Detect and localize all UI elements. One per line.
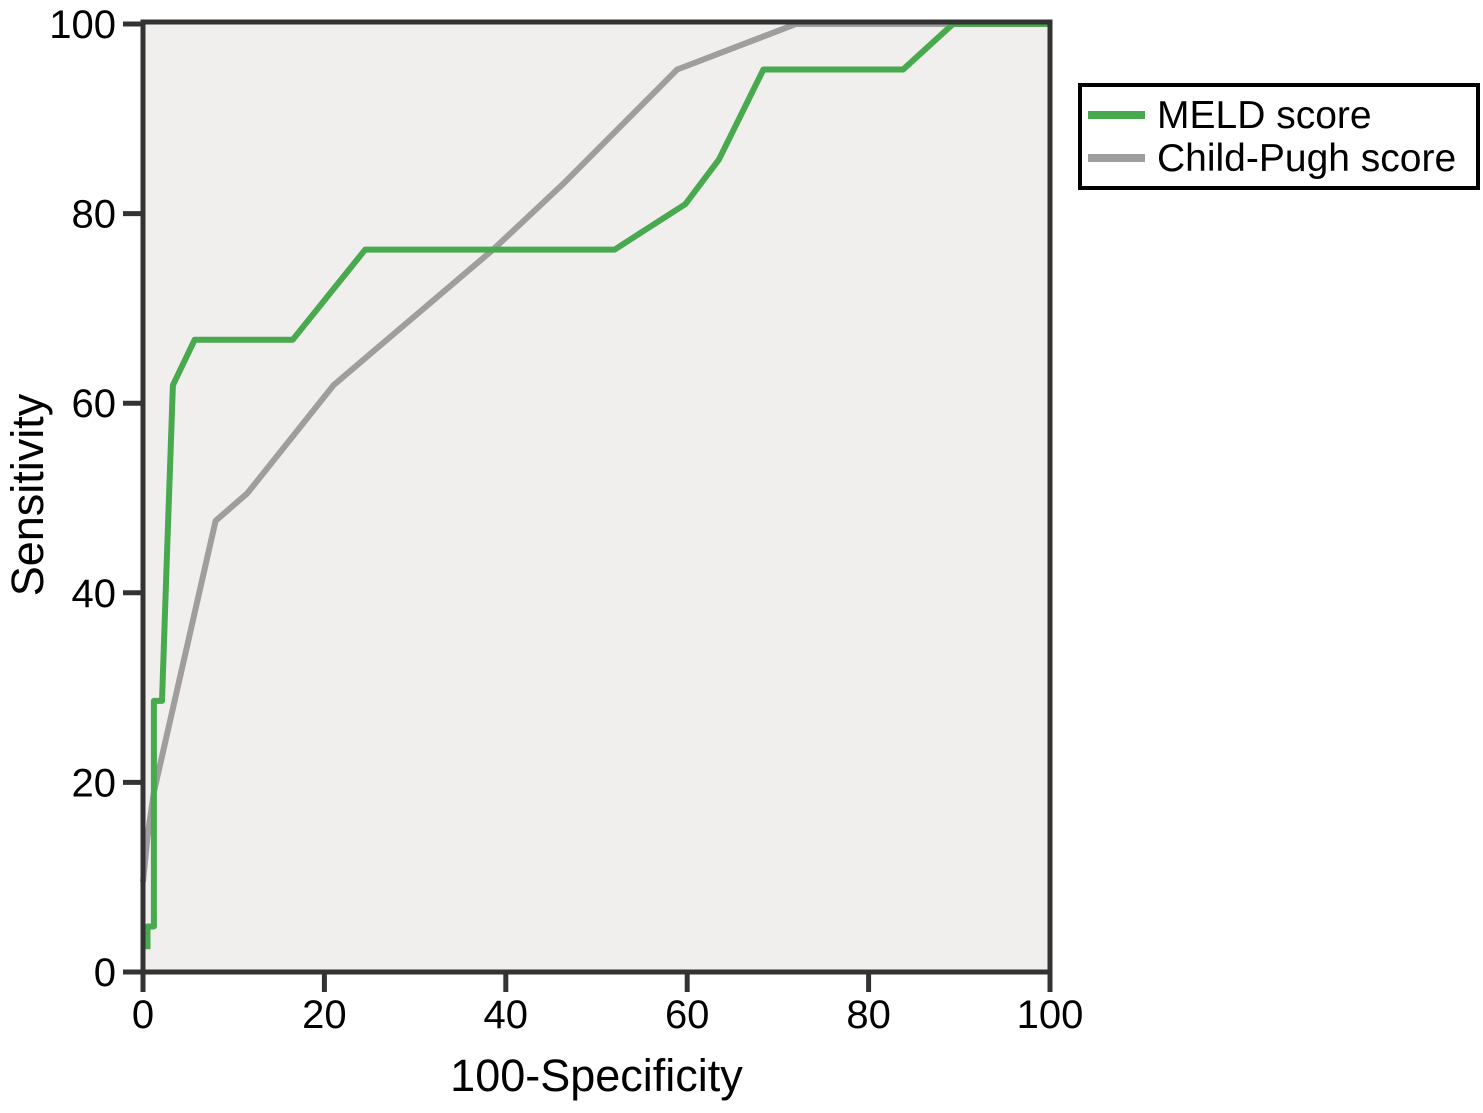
x-tick-label: 20 (302, 993, 347, 1037)
x-tick-label: 60 (665, 993, 710, 1037)
y-tick-label: 0 (94, 951, 116, 995)
y-tick-label: 40 (72, 572, 117, 616)
legend-label: MELD score (1157, 93, 1372, 137)
meld-score-curve (144, 21, 1050, 950)
y-axis-ticks (123, 21, 143, 975)
legend-swatch (1088, 154, 1145, 162)
x-tick-label: 0 (132, 993, 154, 1037)
x-tick-labels: 0 20 40 60 80 100 (132, 993, 1084, 1037)
y-tick-label: 100 (49, 3, 116, 47)
x-tick-label: 80 (846, 993, 891, 1037)
legend-label: Child-Pugh score (1157, 136, 1457, 180)
y-tick-label: 20 (72, 761, 117, 805)
roc-curves (140, 21, 1050, 950)
x-tick-label: 40 (484, 993, 529, 1037)
legend-swatch (1088, 111, 1145, 119)
plot-border (140, 19, 1053, 975)
y-tick-label: 80 (72, 193, 117, 237)
plot-area (143, 22, 1050, 972)
y-tick-labels: 0 20 40 60 80 100 (49, 3, 116, 995)
legend-item: Child-Pugh score (1088, 137, 1476, 180)
y-tick-label: 60 (72, 382, 117, 426)
legend: MELD score Child-Pugh score (1078, 83, 1480, 190)
x-axis-title: 100-Specificity (450, 1050, 743, 1101)
x-axis-ticks (140, 972, 1053, 992)
y-axis-title: Sensitivity (2, 393, 53, 597)
legend-item: MELD score (1088, 94, 1476, 137)
x-tick-label: 100 (1017, 993, 1084, 1037)
